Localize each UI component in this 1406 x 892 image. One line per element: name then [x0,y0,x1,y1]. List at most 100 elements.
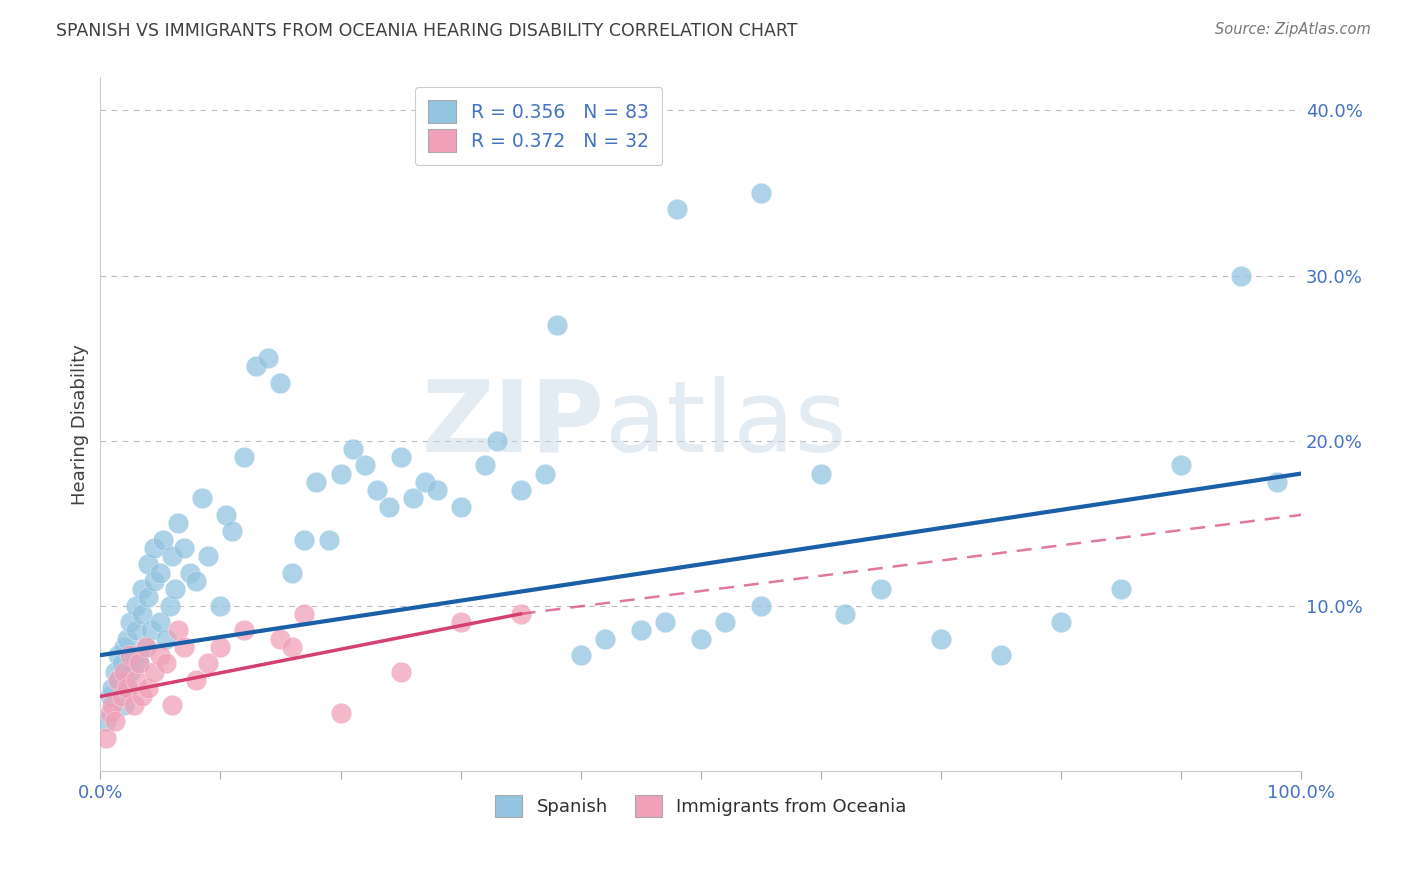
Point [1109,582,1132,596]
Point [155,657,177,671]
Point [115,681,138,695]
Point [257,351,280,365]
Point [104,665,127,679]
Point [413,475,436,489]
Point [654,615,676,629]
Point [366,483,388,497]
Point [179,566,201,580]
Point [135,640,157,654]
Point [167,516,190,530]
Point [128,657,150,671]
Point [186,574,208,588]
Point [209,640,232,654]
Point [138,558,160,572]
Point [107,673,129,687]
Point [329,467,352,481]
Point [112,665,135,679]
Point [138,681,160,695]
Point [197,657,219,671]
Point [281,640,304,654]
Point [426,483,449,497]
Point [377,500,399,514]
Y-axis label: Hearing Disability: Hearing Disability [72,343,89,505]
Point [401,491,423,506]
Point [389,665,412,679]
Point [139,624,162,638]
Point [1170,458,1192,473]
Point [131,690,153,704]
Point [112,698,135,712]
Point [215,508,238,522]
Point [749,186,772,200]
Point [1265,475,1288,489]
Point [834,607,856,621]
Text: atlas: atlas [605,376,846,473]
Point [318,533,340,547]
Point [143,665,166,679]
Point [135,640,157,654]
Point [173,541,195,555]
Point [159,599,181,613]
Point [128,657,150,671]
Point [389,450,412,464]
Point [485,434,508,448]
Point [186,673,208,687]
Point [269,632,291,646]
Point [569,648,592,662]
Point [125,624,148,638]
Point [305,475,328,489]
Point [120,648,142,662]
Point [474,458,496,473]
Point [929,632,952,646]
Point [245,359,267,374]
Point [149,615,172,629]
Point [120,615,142,629]
Point [104,714,127,728]
Point [111,690,134,704]
Point [593,632,616,646]
Point [450,500,472,514]
Point [112,640,135,654]
Point [149,566,172,580]
Text: SPANISH VS IMMIGRANTS FROM OCEANIA HEARING DISABILITY CORRELATION CHART: SPANISH VS IMMIGRANTS FROM OCEANIA HEARI… [56,22,797,40]
Point [138,591,160,605]
Point [870,582,893,596]
Point [149,648,172,662]
Point [107,648,129,662]
Point [353,458,375,473]
Point [115,681,138,695]
Point [269,376,291,390]
Point [155,632,177,646]
Point [749,599,772,613]
Point [209,599,232,613]
Point [689,632,711,646]
Point [173,640,195,654]
Point [101,698,124,712]
Point [233,450,256,464]
Point [163,582,186,596]
Point [107,673,129,687]
Point [342,442,364,456]
Point [294,607,316,621]
Point [96,731,118,745]
Point [221,524,243,539]
Point [281,566,304,580]
Point [533,467,555,481]
Point [122,698,145,712]
Point [143,541,166,555]
Point [990,648,1012,662]
Point [115,632,138,646]
Point [167,624,190,638]
Point [98,690,121,704]
Text: Source: ZipAtlas.com: Source: ZipAtlas.com [1215,22,1371,37]
Point [630,624,652,638]
Point [713,615,735,629]
Legend: Spanish, Immigrants from Oceania: Spanish, Immigrants from Oceania [488,788,914,824]
Point [120,665,142,679]
Point [96,714,118,728]
Point [509,483,531,497]
Point [162,549,184,563]
Point [329,706,352,720]
Point [162,698,184,712]
Point [152,533,174,547]
